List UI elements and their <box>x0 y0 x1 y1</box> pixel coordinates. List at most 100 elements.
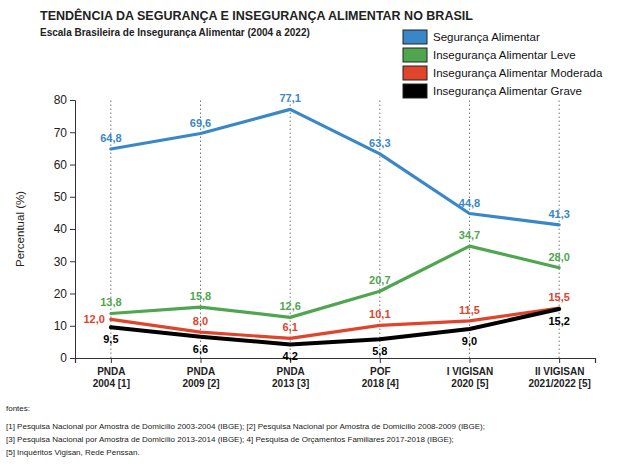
data-label: 4,2 <box>283 350 298 362</box>
data-label: 20,7 <box>369 274 390 286</box>
series-line <box>111 246 559 317</box>
x-tick-label-line: 2021/2022 [5] <box>528 378 590 389</box>
data-label: 69,6 <box>190 117 211 129</box>
sources-heading: fontes: <box>6 404 30 413</box>
data-labels: 64,8 69,6 77,1 63,3 44,8 41,3 13,8 15,8 12,6 20,7… <box>83 92 569 362</box>
legend-label: Insegurança Alimentar Grave <box>433 85 582 97</box>
x-tick-label: PNDA2009 [2] <box>182 366 219 389</box>
x-tick: II VIGISAN2021/2022 [5] <box>528 358 590 389</box>
title: TENDÊNCIA DA SEGURANÇA E INSEGURANÇA ALI… <box>40 8 473 23</box>
x-tick-mark <box>559 358 560 363</box>
y-tick-mark <box>70 197 75 198</box>
y-tick-label: 40 <box>54 222 68 236</box>
x-axis: PNDA2004 [1]PNDA2009 [2]PNDA2013 [3]POF2… <box>76 358 596 389</box>
y-tick-mark <box>70 326 75 327</box>
legend-label: Insegurança Alimentar Moderada <box>433 67 603 79</box>
x-tick-label-line: 2009 [2] <box>182 378 219 389</box>
data-label: 10,1 <box>369 308 390 320</box>
sources: fontes: [1] Pesquisa Nacional por Amostra… <box>6 404 485 457</box>
legend-label: Segurança Alimentar <box>433 31 540 43</box>
x-tick-mark <box>111 358 112 363</box>
x-tick: I VIGISAN2020 [5] <box>447 358 494 389</box>
x-tick-label-line: PNDA <box>97 366 125 377</box>
y-tick: 60 <box>54 158 75 172</box>
grid-line <box>290 100 291 358</box>
y-tick-mark <box>70 229 75 230</box>
data-label: 13,8 <box>100 296 121 308</box>
y-tick: 20 <box>54 287 75 301</box>
y-tick-mark <box>70 165 75 166</box>
x-tick-label-line: PNDA <box>277 366 305 377</box>
grid <box>111 100 559 358</box>
legend-swatch <box>403 30 427 44</box>
data-label: 15,5 <box>548 291 569 303</box>
data-label: 9,0 <box>462 335 477 347</box>
x-tick-label-line: PNDA <box>187 366 215 377</box>
source-line: [5] Inquéritos Vigisan, Rede Penssan. <box>6 448 140 457</box>
y-tick: 10 <box>54 319 75 333</box>
legend-swatch <box>403 84 427 98</box>
y-tick: 50 <box>54 190 75 204</box>
legend-item: Insegurança Alimentar Grave <box>403 84 582 98</box>
y-axis-line <box>70 101 76 359</box>
y-tick-mark <box>70 294 75 295</box>
series-line <box>111 109 559 224</box>
plot-area <box>111 109 559 344</box>
x-tick-label-line: POF <box>370 366 391 377</box>
data-label: 5,8 <box>372 345 387 357</box>
x-tick-mark <box>380 358 381 363</box>
y-tick-mark <box>70 358 75 359</box>
legend-swatch <box>403 66 427 80</box>
x-tick: PNDA2004 [1] <box>93 358 130 389</box>
legend-item: Segurança Alimentar <box>403 30 540 44</box>
y-tick: 80 <box>54 93 75 107</box>
x-tick-mark <box>469 358 470 363</box>
x-tick: POF2018 [4] <box>362 358 399 389</box>
x-tick-label-line: 2013 [3] <box>272 378 309 389</box>
y-tick-label: 50 <box>54 190 68 204</box>
legend: Segurança Alimentar Insegurança Alimentar… <box>403 30 603 98</box>
y-tick-label: 20 <box>54 287 68 301</box>
data-label: 8,0 <box>193 315 208 327</box>
y-tick-label: 30 <box>54 255 68 269</box>
data-label: 28,0 <box>548 251 569 263</box>
chart: TENDÊNCIA DA SEGURANÇA E INSEGURANÇA ALI… <box>0 0 618 467</box>
data-label: 6,1 <box>283 321 298 333</box>
x-tick: PNDA2013 [3] <box>272 358 309 389</box>
source-line: [1] Pesquisa Nacional por Amostra de Dom… <box>6 422 485 431</box>
legend-label: Insegurança Alimentar Leve <box>433 49 576 61</box>
y-tick: 0 <box>60 351 75 365</box>
series-line <box>111 309 559 344</box>
data-label: 41,3 <box>548 208 569 220</box>
x-tick-label: PNDA2013 [3] <box>272 366 309 389</box>
x-tick: PNDA2009 [2] <box>182 358 219 389</box>
y-tick: 30 <box>54 255 75 269</box>
legend-swatch <box>403 48 427 62</box>
y-axis-title: Percentual (%) <box>14 191 26 267</box>
data-label: 63,3 <box>369 137 390 149</box>
x-tick-label: II VIGISAN2021/2022 [5] <box>528 366 590 389</box>
data-label: 6,6 <box>193 343 208 355</box>
data-label: 12,6 <box>279 300 300 312</box>
data-label: 34,7 <box>459 229 480 241</box>
data-label: 77,1 <box>279 92 300 104</box>
y-tick-label: 70 <box>54 126 68 140</box>
data-label: 44,8 <box>459 197 480 209</box>
data-label: 64,8 <box>100 132 121 144</box>
legend-item: Insegurança Alimentar Leve <box>403 48 576 62</box>
y-tick-label: 60 <box>54 158 68 172</box>
y-tick-mark <box>70 261 75 262</box>
x-tick-mark <box>201 358 202 363</box>
y-tick-mark <box>70 100 75 101</box>
data-label: 11,5 <box>459 304 480 316</box>
x-tick-label-line: I VIGISAN <box>447 366 494 377</box>
x-tick-label-line: II VIGISAN <box>535 366 584 377</box>
legend-item: Insegurança Alimentar Moderada <box>403 66 603 80</box>
y-tick: 40 <box>54 222 75 236</box>
x-tick-label: PNDA2004 [1] <box>93 366 130 389</box>
x-axis-line <box>76 359 596 364</box>
x-tick-label-line: 2020 [5] <box>451 378 488 389</box>
data-label: 12,0 <box>83 313 104 325</box>
data-label: 15,8 <box>190 290 211 302</box>
y-axis: 0 10 20 30 40 50 60 70 80 <box>54 93 76 365</box>
